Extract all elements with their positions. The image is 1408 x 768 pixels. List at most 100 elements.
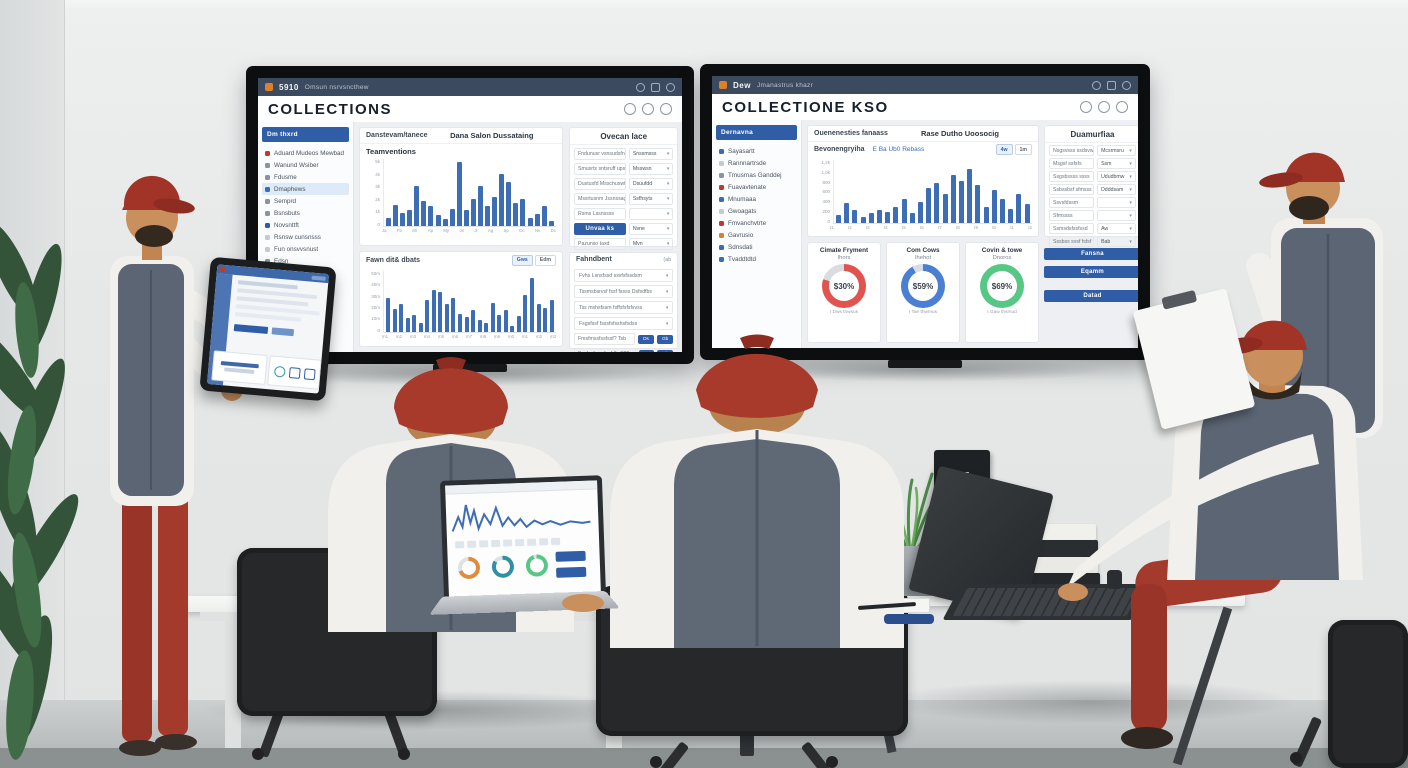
bar — [414, 185, 420, 226]
export-button[interactable]: Fansna — [1044, 248, 1138, 260]
form-row: Ssvsfdssm — [1049, 197, 1136, 208]
filter-select[interactable]: Fvhs Lsnsfssd ssvfsfssdsm — [574, 269, 674, 282]
toggle-option-1[interactable]: Gws — [511, 254, 533, 266]
sidebar-item[interactable]: Tmusrnas Ganddej — [716, 169, 797, 181]
settings-icon[interactable] — [1107, 80, 1116, 90]
sidebar-item-label: Mnumaaa — [728, 195, 757, 203]
bar — [513, 203, 519, 226]
sidebar-item[interactable]: Gwoagats — [716, 205, 797, 217]
refresh-icon[interactable] — [1080, 101, 1092, 113]
field-select[interactable]: Msswsn — [628, 163, 674, 175]
sidebar-item[interactable]: Sdnsdati — [716, 241, 797, 253]
sidebar-item[interactable]: Gavrusio — [716, 229, 797, 241]
bar — [477, 319, 482, 332]
filter-select[interactable]: Tssmsbsrvsf fssf fssss Dsfsdfbs — [574, 285, 674, 298]
field-select[interactable] — [1097, 197, 1136, 208]
donut-footer: I Gaw thsmud — [987, 310, 1017, 315]
action-button[interactable]: Ds — [638, 334, 654, 344]
right-page-header: COLLECTIONE KSO — [712, 94, 1138, 121]
sidebar-item[interactable]: Rsnsw cunsnsss — [262, 231, 349, 243]
help-icon[interactable] — [1122, 80, 1131, 90]
sidebar-item[interactable]: Fdusme — [262, 171, 349, 183]
compare-button[interactable]: Eqamm — [1044, 266, 1138, 278]
field-select[interactable]: Ssm — [1097, 158, 1136, 169]
tablet-screen — [206, 264, 330, 394]
bar — [393, 204, 399, 226]
sidebar-item[interactable]: Fuavavtenate — [716, 181, 797, 193]
bar — [844, 202, 850, 223]
range-toggle-2[interactable]: 1m — [1014, 144, 1032, 155]
action-button[interactable]: Gb — [656, 349, 674, 352]
filter-select[interactable]: Fsgsfssf fsssfsfsshsfsdss — [574, 317, 674, 330]
field-select[interactable] — [628, 208, 674, 220]
bar — [1008, 209, 1014, 223]
field-select[interactable]: Ddddsam — [1097, 184, 1136, 195]
bar — [534, 213, 540, 226]
sidebar-item[interactable]: Novsnttft — [262, 219, 349, 231]
field-select[interactable]: Aw — [1097, 223, 1136, 234]
more-icon[interactable] — [660, 103, 672, 115]
field-select[interactable]: Dsuufdd — [628, 178, 674, 190]
refresh-icon[interactable] — [624, 103, 636, 115]
field-select[interactable]: Bab — [1097, 236, 1136, 247]
apply-button[interactable]: Unvaa ks — [574, 223, 626, 235]
zoom-icon[interactable] — [1098, 101, 1110, 113]
sidebar-item-dashboard[interactable]: Dm thxrd — [262, 127, 349, 142]
tablet-button[interactable] — [271, 327, 295, 337]
bar — [418, 322, 423, 332]
user-icon[interactable] — [1092, 80, 1101, 90]
form-row: Fndunusr vsnsudsfnas Snssmsss — [574, 148, 674, 160]
sidebar-item-label: Semprd — [274, 197, 297, 205]
secondary-select[interactable]: Nvne — [628, 223, 674, 235]
tablet-button[interactable] — [233, 324, 269, 334]
range-toggle-1[interactable]: 4w — [995, 144, 1013, 155]
details-button[interactable]: Datad — [1044, 290, 1138, 302]
donut-chart: $69% — [980, 264, 1024, 308]
sidebar-item-label: Novsnttft — [274, 221, 299, 229]
sidebar-item[interactable]: Tvaddtdtd — [716, 253, 797, 265]
action-button[interactable]: Fs — [638, 349, 654, 352]
form-row: Ssbssbsf sfmsss Ddddsam — [1049, 184, 1136, 195]
sidebar-item[interactable]: Fun onsvvsnust — [262, 243, 349, 255]
settings-icon[interactable] — [651, 82, 660, 92]
toggle-option-2[interactable]: Edm — [534, 254, 556, 266]
action-label: Fmsfmssfssfssf? Tsb — [574, 333, 636, 345]
more-icon[interactable] — [1116, 101, 1128, 113]
sidebar-item[interactable]: Bsnsbuts — [262, 207, 349, 219]
user-icon[interactable] — [636, 82, 645, 92]
action-button[interactable]: Gb — [656, 334, 674, 344]
sidebar-item[interactable]: Aduard Mudeos Mewbad — [262, 147, 349, 159]
sidebar-item-label: Aduard Mudeos Mewbad — [274, 149, 345, 157]
bar — [885, 211, 891, 223]
y-axis: 50m 40m 30m 20m 10m 0 — [371, 270, 380, 333]
zoom-icon[interactable] — [642, 103, 654, 115]
sidebar-item-dashboard[interactable]: Dernavna — [716, 125, 797, 140]
help-icon[interactable] — [666, 82, 675, 92]
field-select[interactable]: Mcsrmsru — [1097, 145, 1136, 156]
sidebar-item[interactable]: Wanund Wsiber — [262, 159, 349, 171]
filter-select[interactable]: Tss mshsfssm fsffsfsfsfsvss — [574, 301, 674, 314]
sidebar-item[interactable]: Sayasartt — [716, 145, 797, 157]
field-select[interactable]: Snssmsss — [628, 148, 674, 160]
sidebar-item[interactable]: Semprd — [262, 195, 349, 207]
field-label: Msgsf ssfsfs — [1049, 158, 1095, 169]
person-seated-right — [1015, 286, 1408, 768]
action-button-stack: Fansna Eqamm Datad — [1044, 242, 1138, 343]
smartphone — [884, 614, 934, 624]
field-select[interactable] — [1097, 210, 1136, 221]
page-title: COLLECTIONS — [268, 100, 392, 118]
left-app-topbar: 5910 Omsun nsrvsncthew — [258, 78, 682, 96]
sidebar-item[interactable]: Fmvanchvtrte — [716, 217, 797, 229]
topbar-menu-label: Omsun nsrvsncthew — [304, 83, 369, 91]
field-select[interactable]: Ududbmw — [1097, 171, 1136, 182]
bar — [451, 298, 456, 332]
sidebar-item[interactable]: Mnumaaa — [716, 193, 797, 205]
hand — [560, 592, 606, 614]
sidebar-item[interactable]: Rannnartrsde — [716, 157, 797, 169]
chart-link[interactable]: E Ba Ub0 Rebass — [872, 146, 925, 153]
extra-field-select[interactable]: Mvn — [628, 238, 674, 250]
sidebar-item-list: Sayasartt Rannnartrsde Tmusrnas Ganddej — [716, 145, 797, 265]
field-select[interactable]: Ssfhsyts — [628, 193, 674, 205]
bar — [399, 304, 404, 332]
sidebar-item[interactable]: Dmaphews — [262, 183, 349, 195]
